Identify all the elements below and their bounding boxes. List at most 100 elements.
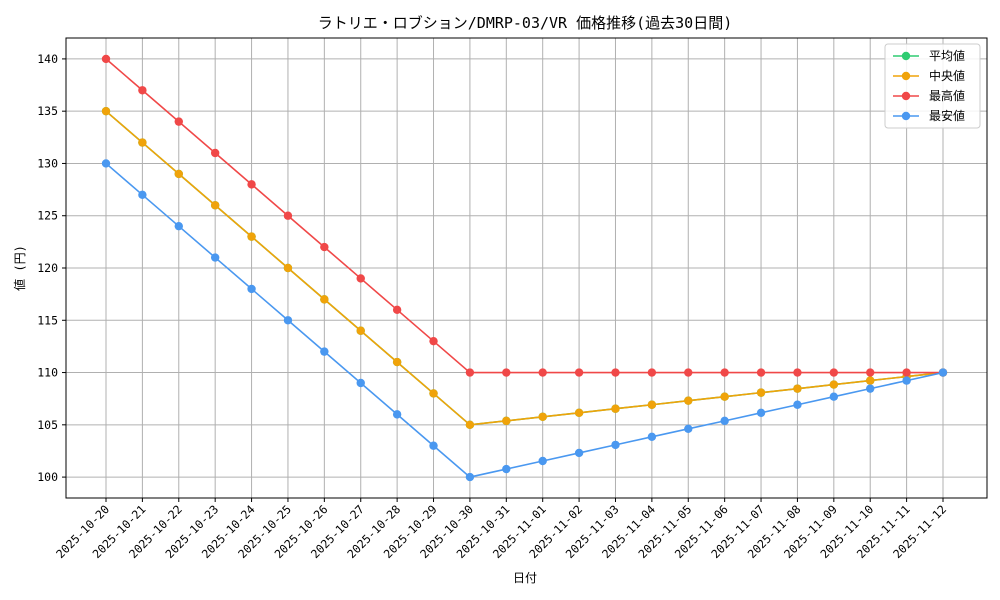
data-point <box>866 368 875 377</box>
series-1 <box>101 106 948 430</box>
data-point <box>793 400 802 409</box>
data-point <box>283 316 293 325</box>
data-point <box>465 472 475 482</box>
data-point <box>101 54 111 64</box>
data-point <box>247 180 256 189</box>
data-point <box>720 392 729 401</box>
data-point <box>138 190 147 200</box>
legend-marker <box>901 111 911 121</box>
y-tick-label: 115 <box>37 313 58 327</box>
data-point <box>647 432 657 442</box>
data-point <box>574 408 584 417</box>
y-tick-label: 120 <box>37 261 58 275</box>
data-point <box>684 396 693 405</box>
data-point <box>356 326 365 335</box>
y-tick-label: 135 <box>37 104 58 118</box>
y-tick-label: 105 <box>37 418 58 432</box>
data-point <box>174 117 183 126</box>
data-point <box>647 400 657 409</box>
data-point <box>502 416 511 426</box>
data-point <box>902 368 911 377</box>
data-point <box>138 86 147 95</box>
data-point <box>938 368 948 377</box>
data-point <box>502 368 511 377</box>
data-point <box>101 106 111 116</box>
data-point <box>210 201 220 210</box>
legend-marker <box>901 91 911 101</box>
data-point <box>392 357 402 367</box>
data-point <box>247 232 256 241</box>
data-point <box>684 368 693 377</box>
data-point <box>283 211 293 220</box>
data-point <box>210 148 220 158</box>
data-point <box>647 368 657 377</box>
data-point <box>829 392 839 401</box>
data-point <box>320 347 329 356</box>
legend-marker <box>901 51 911 61</box>
data-point <box>538 456 547 466</box>
data-point <box>574 448 584 458</box>
data-point <box>392 305 402 315</box>
data-point <box>756 368 766 377</box>
series-line <box>105 162 944 478</box>
data-point <box>502 464 511 474</box>
data-point <box>356 378 365 388</box>
data-point <box>684 424 693 433</box>
data-point <box>465 368 475 377</box>
data-point <box>611 440 620 450</box>
data-point <box>174 221 183 231</box>
data-point <box>465 420 475 430</box>
legend-label: 平均値 <box>929 48 965 63</box>
data-point <box>829 368 839 377</box>
legend-marker <box>901 71 911 81</box>
data-point <box>793 384 802 393</box>
data-point <box>247 284 256 294</box>
plot-frame <box>65 37 988 499</box>
data-point <box>611 368 620 377</box>
data-point <box>320 242 329 252</box>
series-lines <box>101 54 948 482</box>
data-point <box>210 253 220 262</box>
y-axis-ticks: 100 105 110 115 120 125 130 135 140 <box>37 52 66 484</box>
y-tick-label: 110 <box>37 366 58 380</box>
y-tick-label: 130 <box>37 156 58 170</box>
data-point <box>429 336 438 346</box>
data-point <box>320 295 329 304</box>
series-line <box>105 58 943 374</box>
data-point <box>611 404 620 413</box>
legend-label: 最高値 <box>929 88 965 103</box>
y-axis-label: 値 (円) <box>12 245 27 291</box>
data-point <box>720 416 729 426</box>
legend-box <box>884 43 981 129</box>
y-tick-label: 125 <box>37 209 58 223</box>
data-point <box>756 408 766 417</box>
data-point <box>283 263 293 273</box>
series-3 <box>101 159 948 482</box>
grid-lines <box>66 38 987 498</box>
data-point <box>101 159 111 168</box>
legend-label: 最安値 <box>929 108 965 123</box>
series-2 <box>101 54 948 377</box>
data-point <box>429 441 438 450</box>
data-point <box>574 368 584 377</box>
x-axis-label: 日付 <box>513 571 537 585</box>
data-point <box>538 412 547 421</box>
data-point <box>866 376 875 385</box>
data-point <box>793 368 802 377</box>
data-point <box>720 368 729 377</box>
x-axis-ticks: 2025-10-202025-10-212025-10-222025-10-23… <box>53 498 949 561</box>
data-point <box>138 138 147 147</box>
data-point <box>829 380 839 389</box>
y-tick-label: 140 <box>37 52 58 66</box>
data-point <box>756 388 766 397</box>
data-point <box>174 169 183 179</box>
data-point <box>902 376 911 385</box>
series-line <box>105 110 944 426</box>
data-point <box>392 410 402 419</box>
legend-label: 中央値 <box>929 68 965 83</box>
data-point <box>429 389 438 398</box>
data-point <box>866 384 875 393</box>
y-tick-label: 100 <box>37 470 58 484</box>
